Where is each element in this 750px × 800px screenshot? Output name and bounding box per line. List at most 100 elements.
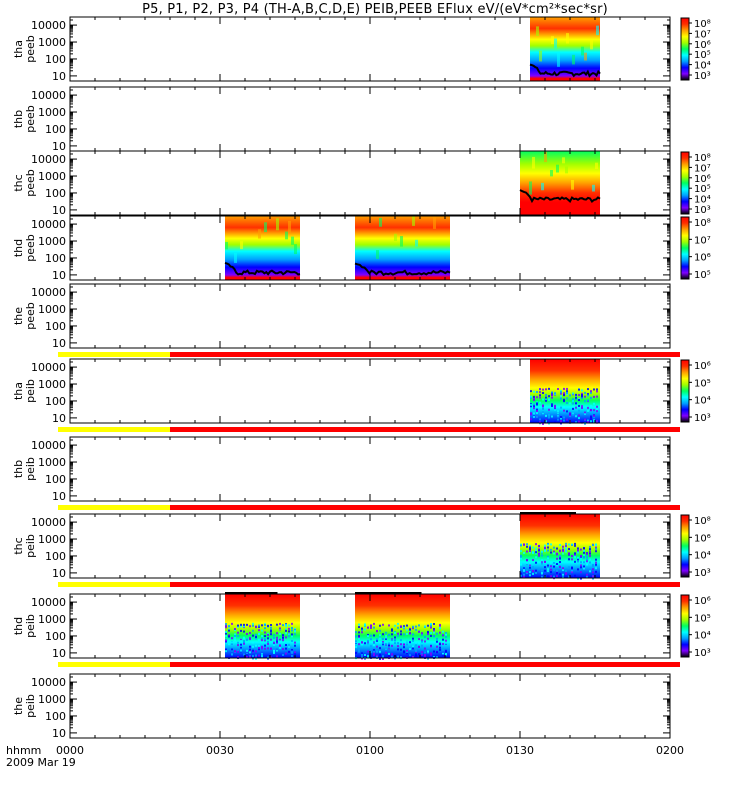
y-tick-label: 10: [52, 567, 66, 580]
spectrogram-cell: [542, 388, 544, 391]
spectrogram-cell: [234, 650, 236, 653]
spectrogram-cell: [548, 416, 550, 419]
spectrogram-cell: [358, 649, 360, 652]
spectrogram-cell: [565, 548, 567, 551]
spectrogram-cell: [382, 633, 384, 636]
spectrogram-cell: [532, 572, 534, 575]
spectrogram-cell: [370, 648, 372, 651]
spectrogram-cell: [397, 655, 399, 658]
spectrogram-cell: [252, 634, 254, 637]
spectrogram-cell: [285, 644, 287, 647]
spectrogram-cell: [373, 650, 375, 653]
spectrogram-cell: [520, 574, 522, 577]
spectrogram-cell: [547, 568, 549, 571]
spectrogram-cell: [572, 392, 574, 395]
spectrogram-cell: [547, 564, 549, 567]
spectrogram-cell: [562, 157, 565, 164]
spectrogram-cell: [439, 631, 441, 634]
spectrogram-cell: [538, 554, 540, 557]
colorbar: [680, 151, 690, 215]
spectrogram-cell: [436, 645, 438, 648]
spectrogram-cell: [593, 388, 595, 391]
spectrogram-cell: [530, 412, 532, 415]
spectrogram-cell: [581, 396, 583, 399]
spectrogram-cell: [412, 637, 414, 640]
spectrogram-cell: [596, 25, 599, 36]
y-tick-label: 10000: [31, 516, 66, 529]
spectrogram-cell: [406, 629, 408, 632]
spectrogram-cell: [545, 388, 547, 391]
colorbar-tick-label: 10⁴: [694, 396, 711, 407]
spectrogram-cell: [240, 638, 242, 641]
spectrogram-cell: [264, 222, 267, 233]
spectrogram-cell: [533, 405, 535, 408]
spectrogram-cell: [291, 639, 293, 642]
spectrogram-cell: [583, 551, 585, 554]
y-tick-label: 100: [45, 252, 66, 265]
spectrogram-cell: [589, 558, 591, 561]
spectrogram-cell: [237, 656, 239, 659]
spectrogram-cell: [294, 633, 296, 636]
spectrogram-cell: [538, 561, 540, 564]
spectrogram-cell: [571, 571, 573, 574]
colorbar-tick-label: 10⁶: [694, 40, 711, 51]
panel-product-label: peeb: [24, 169, 37, 197]
spectrogram-cell: [596, 405, 598, 408]
colorbar-tick-label: 10⁴: [694, 631, 711, 642]
spectrogram-cell: [542, 422, 544, 425]
spectrogram-cell: [568, 558, 570, 561]
spectrogram-cell: [560, 417, 562, 420]
spectrogram-cell: [536, 390, 538, 393]
spectrogram-cell: [261, 624, 263, 627]
spectrogram-cell: [568, 575, 570, 578]
spectrogram-cell: [541, 575, 543, 578]
spectrogram-cell: [418, 653, 420, 656]
spectrogram-cell: [379, 624, 381, 627]
spectrogram-cell: [288, 650, 290, 653]
panel-product-label: peeb: [24, 35, 37, 63]
panel-probe-label: tha: [12, 40, 25, 58]
spectrogram-cell: [520, 550, 522, 553]
spectrogram-cell: [590, 391, 592, 394]
spectrogram-cell: [394, 642, 396, 645]
spectrogram-cell: [535, 552, 537, 555]
spectrogram-cell: [355, 640, 357, 643]
spectrogram-cell: [240, 643, 242, 646]
spectrogram-cell: [382, 656, 384, 659]
spectrogram-cell: [294, 630, 296, 633]
spectrogram-cell: [581, 394, 583, 397]
spectrogram-cell: [550, 543, 552, 546]
spectrogram-cell: [358, 637, 360, 640]
spectrogram-cell: [592, 544, 594, 547]
spectrogram-cell: [577, 551, 579, 554]
spectrogram-cell: [406, 649, 408, 652]
spectrogram-cell: [542, 411, 544, 414]
spectrogram-cell: [550, 575, 552, 578]
spectrogram-cell: [424, 625, 426, 628]
spectrogram-cell: [553, 565, 555, 568]
spectrogram-cell: [412, 633, 414, 636]
spectrogram-cell: [556, 557, 558, 560]
spectrogram-block: [225, 216, 300, 280]
spectrogram-cell: [255, 655, 257, 658]
spectrogram-cell: [228, 629, 230, 632]
spectrogram-cell: [409, 628, 411, 631]
panel-probe-label: thc: [12, 174, 25, 191]
spectrogram-cell: [264, 635, 266, 638]
spectrogram-cell: [412, 655, 414, 658]
spectrogram-cell: [526, 550, 528, 553]
spectrogram-cell: [590, 396, 592, 399]
spectrogram-cell: [590, 40, 593, 50]
spectrogram-cell: [584, 418, 586, 421]
spectrogram-cell: [596, 408, 598, 411]
panel-probe-label: thc: [12, 537, 25, 554]
spectrogram-cell: [583, 547, 585, 550]
spectrogram-cell: [563, 394, 565, 397]
spectrogram-cell: [574, 542, 576, 545]
spectrogram-cell: [590, 415, 592, 418]
y-tick-label: 100: [45, 710, 66, 723]
spectrogram-cell: [529, 551, 531, 554]
spectrogram-cell: [532, 559, 534, 562]
potential-line: [519, 189, 601, 204]
y-tick-label: 100: [45, 53, 66, 66]
